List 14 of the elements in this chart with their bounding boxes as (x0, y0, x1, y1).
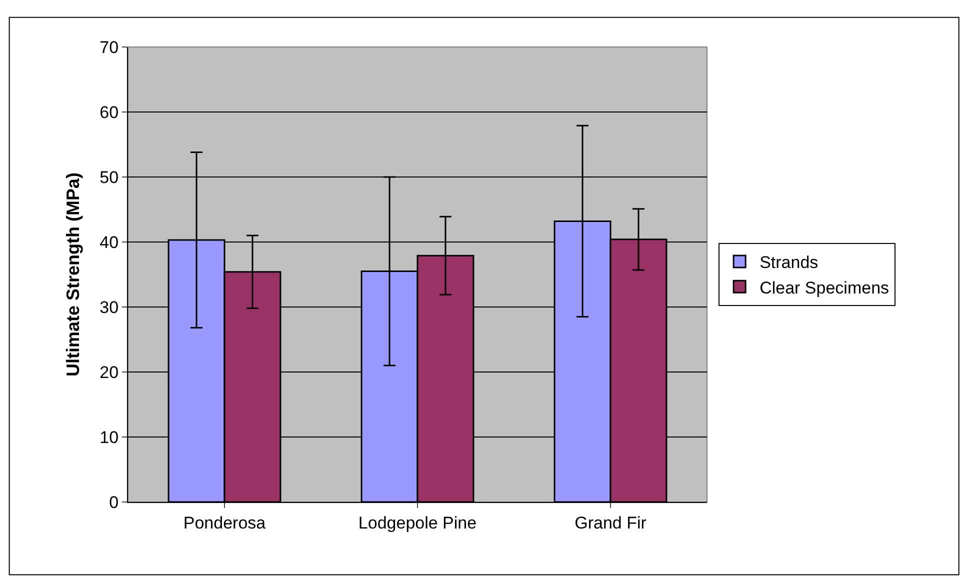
y-tick-label: 30 (100, 298, 119, 317)
y-tick-label: 0 (109, 492, 119, 512)
x-tick-label: Grand Fir (574, 513, 647, 532)
y-tick-label: 10 (100, 428, 119, 447)
y-tick-label: 20 (100, 362, 119, 382)
y-axis-title: Ultimate Strength (MPa) (62, 172, 83, 377)
y-tick-label: 40 (100, 232, 119, 252)
y-tick-label: 50 (100, 168, 119, 187)
y-tick-label: 70 (100, 38, 119, 57)
x-tick-label: Ponderosa (183, 513, 266, 532)
x-tick-label: Lodgepole Pine (358, 513, 477, 532)
y-tick-label: 60 (100, 102, 119, 122)
legend-label: Strands (760, 253, 818, 272)
legend-label: Clear Specimens (760, 278, 890, 298)
